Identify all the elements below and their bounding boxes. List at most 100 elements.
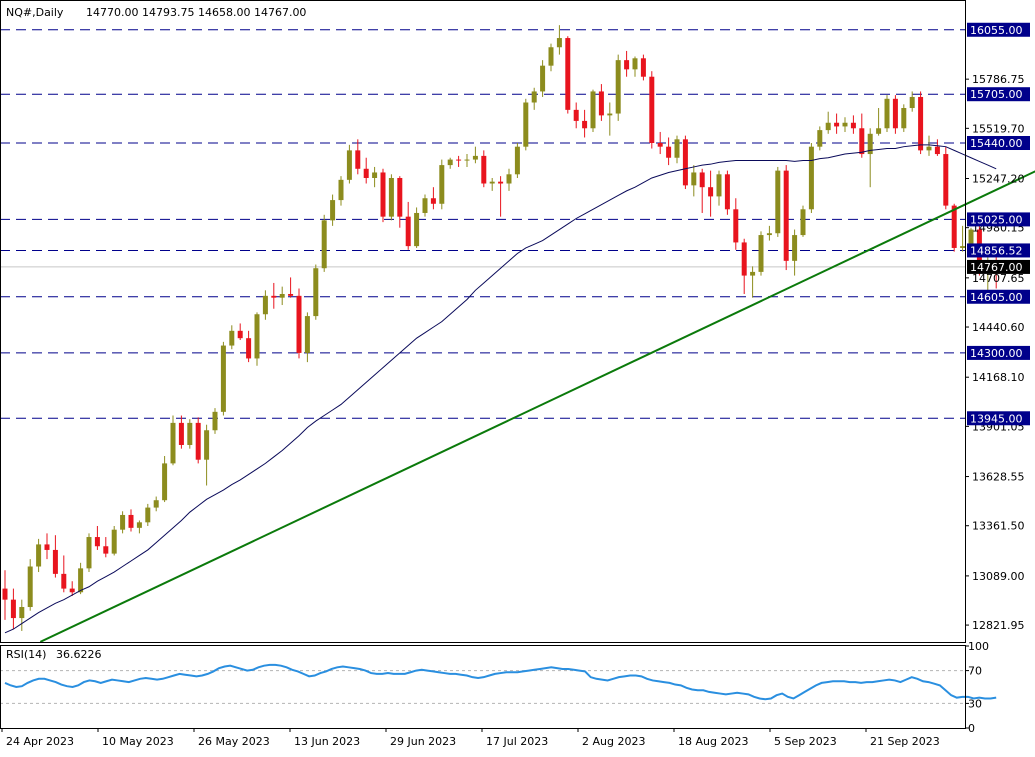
candle-bear xyxy=(741,242,747,276)
time-tick-label: 29 Jun 2023 xyxy=(390,735,456,748)
candle-bear xyxy=(573,109,579,121)
candle-bull xyxy=(825,122,831,131)
candle-bull xyxy=(775,170,781,234)
price-axis: 15786.7515519.7015247.2014980.1514707.65… xyxy=(965,22,1030,632)
candle-bear xyxy=(288,293,294,296)
candle-bear xyxy=(565,38,571,110)
candle-bear xyxy=(246,338,252,359)
time-tick-label: 18 Aug 2023 xyxy=(678,735,748,748)
level-tag-bg xyxy=(967,22,1030,37)
candle-bear xyxy=(859,128,865,155)
rsi-value: 36.6226 xyxy=(56,648,102,661)
candle-bull xyxy=(346,150,352,180)
candle-bear xyxy=(640,58,646,77)
candle-bull xyxy=(758,235,764,272)
candle-bear xyxy=(850,122,856,129)
candle-bull xyxy=(792,235,798,261)
candle-bear xyxy=(397,177,403,217)
candle-bear xyxy=(405,216,411,247)
candle-bull xyxy=(36,544,42,567)
candle-bull xyxy=(78,568,84,593)
level-tag-label: 16055.00 xyxy=(970,24,1023,37)
candle-bull xyxy=(422,198,428,213)
candle-bear xyxy=(296,295,302,353)
rsi-label: RSI(14) xyxy=(6,648,46,661)
price-tick-label: 15247.20 xyxy=(972,173,1025,186)
rsi-line xyxy=(4,663,997,701)
candle-bear xyxy=(699,172,705,188)
candle-bull xyxy=(439,165,445,204)
candle-bull xyxy=(19,607,25,619)
candle-bull xyxy=(187,422,193,445)
candle-bull xyxy=(86,537,92,569)
candle-bull xyxy=(111,529,117,554)
level-tag-label: 15705.00 xyxy=(970,88,1023,101)
rsi-panel: 100 70 30 0 xyxy=(0,640,997,735)
candle-bull xyxy=(842,122,848,127)
candle-bull xyxy=(632,58,638,70)
candle-bull xyxy=(27,566,33,608)
current-price-tag-label: 14767.00 xyxy=(970,261,1023,274)
time-tick-label: 24 Apr 2023 xyxy=(6,735,74,748)
ohlc-values: 14770.00 14793.75 14658.00 14767.00 xyxy=(86,6,306,19)
candle-bull xyxy=(909,96,915,109)
candle-bull xyxy=(808,146,814,210)
candle-bear xyxy=(934,146,940,155)
candle-bull xyxy=(304,316,310,353)
moving-average-line xyxy=(4,144,997,634)
candle-bull xyxy=(766,233,772,236)
candle-bear xyxy=(498,181,504,184)
candle-bear xyxy=(10,599,16,619)
current-price-tag-bg xyxy=(967,259,1030,274)
time-tick-label: 10 May 2023 xyxy=(102,735,174,748)
candle-bull xyxy=(523,102,529,147)
candle-bear xyxy=(733,209,739,243)
candle-bear xyxy=(649,76,655,144)
price-tick-label: 14168.10 xyxy=(972,371,1025,384)
candle-bull xyxy=(691,172,697,186)
candle-bear xyxy=(61,573,67,589)
time-tick-label: 5 Sep 2023 xyxy=(774,735,837,748)
candle-bull xyxy=(514,146,520,175)
price-tick-label: 15519.70 xyxy=(972,122,1025,135)
candle-bear xyxy=(708,187,714,197)
chart-frame xyxy=(0,0,966,729)
candle-bull xyxy=(330,200,336,221)
candle-bull xyxy=(716,174,722,197)
candle-bear xyxy=(624,60,630,70)
price-panel-border xyxy=(0,0,966,643)
candle-bull xyxy=(674,139,680,158)
candle-bull xyxy=(170,422,176,464)
candle-bull xyxy=(960,246,966,248)
candle-bull xyxy=(212,411,218,431)
candle-bull xyxy=(615,60,621,114)
candle-bull xyxy=(901,108,907,129)
candle-bull xyxy=(817,130,823,147)
price-overlays xyxy=(4,144,1035,643)
candle-bear xyxy=(195,422,201,460)
candle-bear xyxy=(481,155,487,184)
candle-bull xyxy=(262,295,268,315)
candle-bull xyxy=(556,38,562,48)
candle-bull xyxy=(338,179,344,201)
price-tick-label: 14440.60 xyxy=(972,321,1025,334)
candle-bear xyxy=(2,588,8,600)
price-levels xyxy=(0,29,965,419)
candle-bull xyxy=(321,220,327,269)
candle-bear xyxy=(271,295,277,298)
time-tick-label: 2 Aug 2023 xyxy=(582,735,645,748)
candle-bull xyxy=(229,330,235,346)
candle-bull xyxy=(531,91,537,103)
time-tick-label: 13 Jun 2023 xyxy=(294,735,360,748)
candle-bear xyxy=(666,146,672,158)
candle-bull xyxy=(120,514,126,530)
level-tag-bg xyxy=(967,243,1030,258)
candle-bear xyxy=(103,546,109,554)
candle-bull xyxy=(153,500,159,508)
candle-bull xyxy=(220,345,226,412)
level-tag-label: 14300.00 xyxy=(970,347,1023,360)
time-tick-label: 21 Sep 2023 xyxy=(870,735,940,748)
symbol-label: NQ#,Daily xyxy=(6,6,64,19)
